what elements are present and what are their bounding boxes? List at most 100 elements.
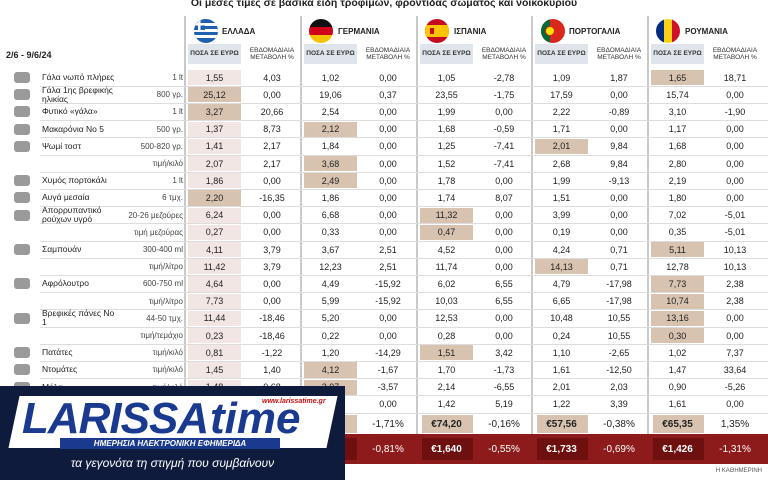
price: 1,74 [437,192,456,203]
weekly-change: 1,87 [610,72,628,83]
weekly-change: -18,46 [259,330,285,341]
weekly-change: -5,01 [724,210,746,221]
weekly-change: 2,17 [263,141,281,152]
weekly-change: 0,00 [379,175,397,186]
weekly-change: 7,37 [726,347,744,358]
product-unit: 20-26 μεζούρες [128,210,183,220]
weekly-change: 0,00 [379,227,397,238]
total-price: €1,733 [546,443,577,455]
row-line [40,188,768,190]
weekly-change: 0,00 [263,210,281,221]
total-change: -0,55% [488,443,520,455]
price-bg [304,173,357,189]
column-separator [416,16,418,434]
weekly-change: -7,41 [493,141,515,152]
total-price: €65,35 [662,418,693,430]
total-box [422,438,473,460]
price: 1,80 [668,192,687,203]
price: 1,61 [552,364,571,375]
total-price: €1,426 [662,443,693,455]
price-bg [188,345,241,361]
weekly-change: 0,00 [495,261,513,272]
price: 14,13 [550,261,573,272]
weekly-change: 0,00 [726,89,744,100]
price: 2,19 [668,175,687,186]
weekly-change: -16,35 [259,192,285,203]
price-bg [188,293,241,309]
weekly-change: -3,57 [377,382,399,393]
weekly-change: 0,00 [495,330,513,341]
weekly-change: 0,71 [610,244,628,255]
price: 0,24 [552,330,571,341]
weekly-change: 0,00 [726,124,744,135]
logo-name: LARISSA [22,394,209,443]
weekly-change: -1,67 [377,364,399,375]
price-bg [304,121,357,137]
price: 1,09 [552,72,571,83]
price: 7,02 [668,210,687,221]
row-line [40,137,768,138]
weekly-change: -1,75 [493,89,515,100]
price: 1,02 [321,72,340,83]
weekly-change: 0,00 [610,210,628,221]
weekly-change: -0,59 [493,124,515,135]
weekly-change: 2,03 [610,382,628,393]
price-bg [188,87,241,103]
price-bg [651,310,704,326]
total-box [422,415,473,433]
flag-romania [656,19,680,43]
price: 4,64 [205,278,224,289]
column-separator [300,16,302,434]
price: 1,65 [668,72,687,83]
column-separator [531,16,533,434]
weekly-change: 0,00 [495,227,513,238]
weekly-change: 3,39 [610,399,628,410]
weekly-change: 0,00 [379,106,397,117]
weekly-change: 0,00 [610,89,628,100]
product-unit: 600-750 ml [142,279,183,289]
product-unit: τιμή/λίτρο [148,262,183,272]
logo-url: www.larissatime.gr [262,398,326,405]
row-line [40,85,768,87]
product-icon [14,175,30,187]
weekly-change: 0,71 [610,261,628,272]
price: 2,01 [552,141,571,152]
price: 1,84 [321,141,340,152]
price-bg [651,70,704,86]
weekly-change: 0,00 [379,330,397,341]
product-icon [14,364,30,376]
price-bg [188,70,241,86]
product-name: Ψωμί τοστ [42,140,82,151]
country-name: ΙΣΠΑΝΙΑ [454,27,487,36]
product-name: Μακαρόνια Νο 5 [42,123,104,134]
change-header: ΕΒΔΟΜΑΔΙΑΙΑ ΜΕΤΑΒΟΛΗ % [596,46,642,62]
product-unit: 800 γρ. [156,90,183,100]
change-header: ΕΒΔΟΜΑΔΙΑΙΑ ΜΕΤΑΒΟΛΗ % [365,46,411,62]
row-line [40,223,768,224]
price: 1,51 [552,192,571,203]
price: 1,25 [437,141,456,152]
weekly-change: 0,00 [610,227,628,238]
weekly-change: -15,92 [375,296,401,307]
price-bg [188,173,241,189]
price-header: ΠΟΣΑ ΣΕ ΕΥΡΩ [420,44,473,64]
price: 0,81 [205,347,224,358]
product-icon [14,312,30,324]
weekly-change: -18,46 [259,313,285,324]
weekly-change: -14,29 [375,347,401,358]
weekly-change: 0,00 [379,158,397,169]
product-name: Πατάτες [42,347,73,358]
price: 4,12 [321,364,340,375]
weekly-change: 3,42 [495,347,513,358]
product-unit: 500 γρ. [156,124,183,134]
product-name: Απορρυπαντικό ρούχων υγρό [42,205,102,225]
price: 3,10 [668,106,687,117]
price: 1,68 [437,124,456,135]
product-unit: τιμή/κιλό [152,348,183,358]
total-box [537,438,588,460]
price: 10,74 [666,296,689,307]
change-header: ΕΒΔΟΜΑΔΙΑΙΑ ΜΕΤΑΒΟΛΗ % [712,46,758,62]
price-bg [535,138,588,154]
row-line [40,102,768,104]
flag-greece [194,19,218,43]
